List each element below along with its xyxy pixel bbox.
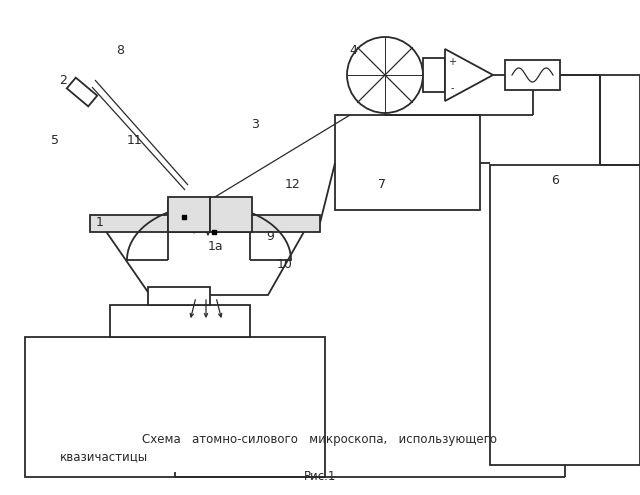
Polygon shape <box>67 78 97 106</box>
Text: 2: 2 <box>59 73 67 87</box>
Bar <box>335 115 480 210</box>
Bar <box>210 197 252 232</box>
Text: 8: 8 <box>116 44 124 56</box>
Text: 7: 7 <box>378 179 386 192</box>
Bar <box>148 287 210 305</box>
Bar <box>505 60 560 90</box>
Circle shape <box>347 37 423 113</box>
Bar <box>423 58 445 92</box>
Text: Схема   атомно-силового   микроскопа,   использующего: Схема атомно-силового микроскопа, исполь… <box>143 434 497 446</box>
Polygon shape <box>445 49 493 101</box>
Text: 1a: 1a <box>207 241 223 253</box>
Text: 1: 1 <box>96 216 104 230</box>
Bar <box>490 165 640 465</box>
Text: -: - <box>451 83 454 93</box>
Bar <box>168 197 210 232</box>
Text: 12: 12 <box>285 179 301 192</box>
Text: 9: 9 <box>266 231 274 244</box>
Text: 11: 11 <box>127 134 143 147</box>
Text: 10: 10 <box>277 258 293 271</box>
Text: +: + <box>448 57 456 67</box>
Bar <box>25 337 325 477</box>
Bar <box>90 215 320 232</box>
Text: квазичастицы: квазичастицы <box>60 450 148 463</box>
Text: Рис.1: Рис.1 <box>304 471 336 484</box>
Polygon shape <box>105 230 305 295</box>
Bar <box>110 305 250 337</box>
Text: 4: 4 <box>349 44 357 56</box>
Text: 5: 5 <box>51 134 59 147</box>
Text: 6: 6 <box>551 174 559 187</box>
Text: 3: 3 <box>251 118 259 132</box>
